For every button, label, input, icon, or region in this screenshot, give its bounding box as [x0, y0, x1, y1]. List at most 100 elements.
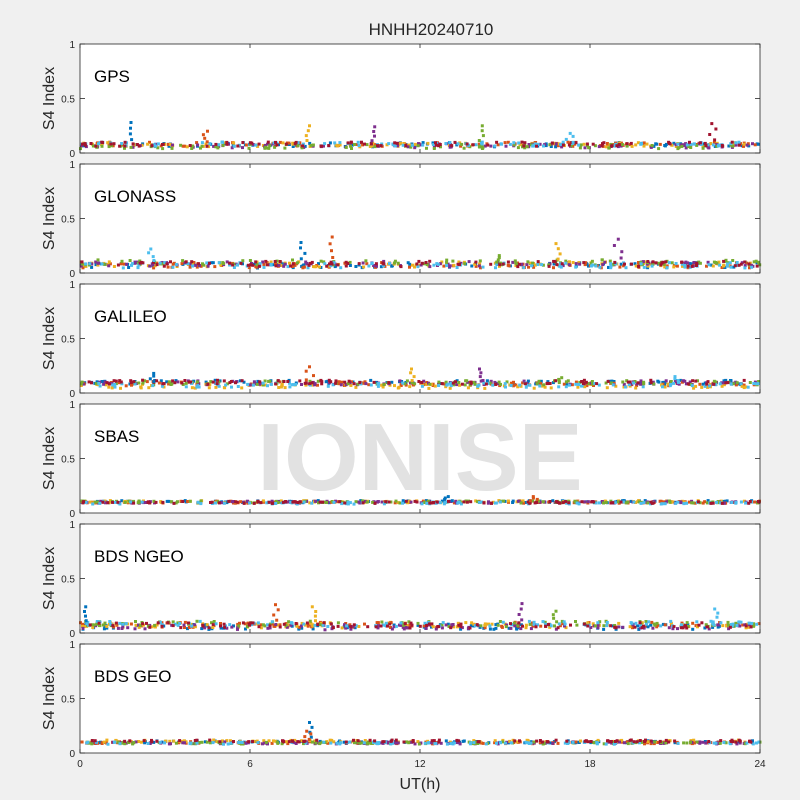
data-point: [262, 739, 266, 743]
data-point: [478, 262, 482, 266]
data-point: [331, 626, 335, 630]
data-point: [338, 143, 342, 147]
data-point: [291, 265, 295, 268]
data-point: [685, 741, 689, 745]
data-point: [584, 380, 588, 384]
data-point: [208, 383, 212, 387]
data-point: [189, 622, 193, 626]
data-point: [248, 623, 252, 627]
data-point: [701, 146, 705, 150]
data-point: [418, 624, 422, 628]
data-point: [451, 381, 455, 385]
data-point: [296, 261, 299, 265]
data-point: [401, 625, 405, 629]
data-point: [116, 740, 120, 744]
data-point: [689, 740, 692, 744]
data-point: [690, 264, 694, 268]
data-point: [423, 621, 427, 625]
data-point: [318, 623, 322, 627]
data-point: [642, 141, 646, 145]
data-point: [472, 739, 476, 743]
data-point: [646, 260, 650, 263]
data-point: [706, 145, 710, 149]
data-point: [638, 741, 641, 745]
data-point: [81, 626, 85, 630]
data-point: [596, 264, 600, 268]
data-point: [751, 742, 755, 746]
data-point: [160, 384, 164, 388]
data-point: [643, 740, 646, 743]
data-point: [665, 264, 669, 268]
data-point: [268, 624, 272, 628]
data-point: [611, 383, 615, 387]
data-point: [225, 739, 229, 743]
data-point: [709, 501, 713, 505]
data-point: [276, 608, 280, 612]
data-point: [95, 622, 99, 626]
data-point: [726, 620, 730, 624]
data-point: [582, 622, 586, 626]
data-point: [270, 620, 274, 624]
data-point: [587, 264, 590, 268]
data-point: [314, 741, 318, 745]
data-point: [110, 386, 114, 390]
data-point: [311, 383, 315, 387]
data-point: [131, 142, 135, 146]
data-point-peak: [206, 129, 209, 133]
data-point: [590, 380, 594, 383]
data-point: [528, 501, 532, 505]
data-point: [416, 621, 420, 625]
data-point: [598, 501, 601, 505]
data-point: [645, 142, 649, 146]
data-point: [460, 382, 464, 386]
data-point: [438, 501, 442, 505]
data-point: [162, 624, 166, 628]
data-point: [222, 386, 226, 390]
data-point: [393, 384, 396, 388]
data-point: [734, 143, 738, 147]
data-point: [287, 141, 291, 145]
data-point: [261, 499, 265, 503]
data-point: [372, 264, 376, 267]
data-point: [409, 500, 413, 504]
data-point: [579, 143, 583, 147]
data-point: [747, 144, 751, 148]
data-point: [406, 261, 410, 265]
data-point: [288, 385, 292, 389]
data-point: [286, 742, 290, 746]
data-point-peak: [560, 376, 564, 380]
data-point: [344, 264, 348, 268]
data-point: [211, 626, 215, 629]
data-point: [654, 261, 658, 265]
data-point: [259, 626, 263, 630]
data-point: [369, 378, 373, 382]
data-point: [211, 261, 215, 265]
data-point: [373, 501, 377, 505]
x-axis-label: UT(h): [400, 776, 441, 793]
data-point: [468, 742, 472, 746]
data-point: [483, 144, 487, 148]
data-point: [261, 383, 265, 387]
data-point: [88, 623, 92, 627]
data-point: [540, 384, 544, 388]
data-point: [684, 624, 687, 628]
data-point: [529, 627, 533, 631]
data-point: [328, 141, 332, 145]
data-point: [719, 621, 723, 625]
data-point: [465, 500, 469, 504]
data-point: [222, 379, 226, 383]
data-point: [228, 263, 232, 267]
data-point: [532, 386, 536, 390]
data-point: [694, 379, 698, 383]
data-point: [199, 264, 203, 268]
data-point: [417, 259, 421, 263]
data-point: [407, 620, 411, 624]
data-point: [328, 738, 332, 742]
data-point: [463, 383, 467, 387]
y-tick-label: 1: [69, 40, 75, 51]
data-point: [751, 142, 754, 146]
data-point: [664, 379, 668, 383]
data-point: [677, 146, 681, 150]
data-point: [386, 624, 389, 628]
data-point: [462, 146, 466, 150]
